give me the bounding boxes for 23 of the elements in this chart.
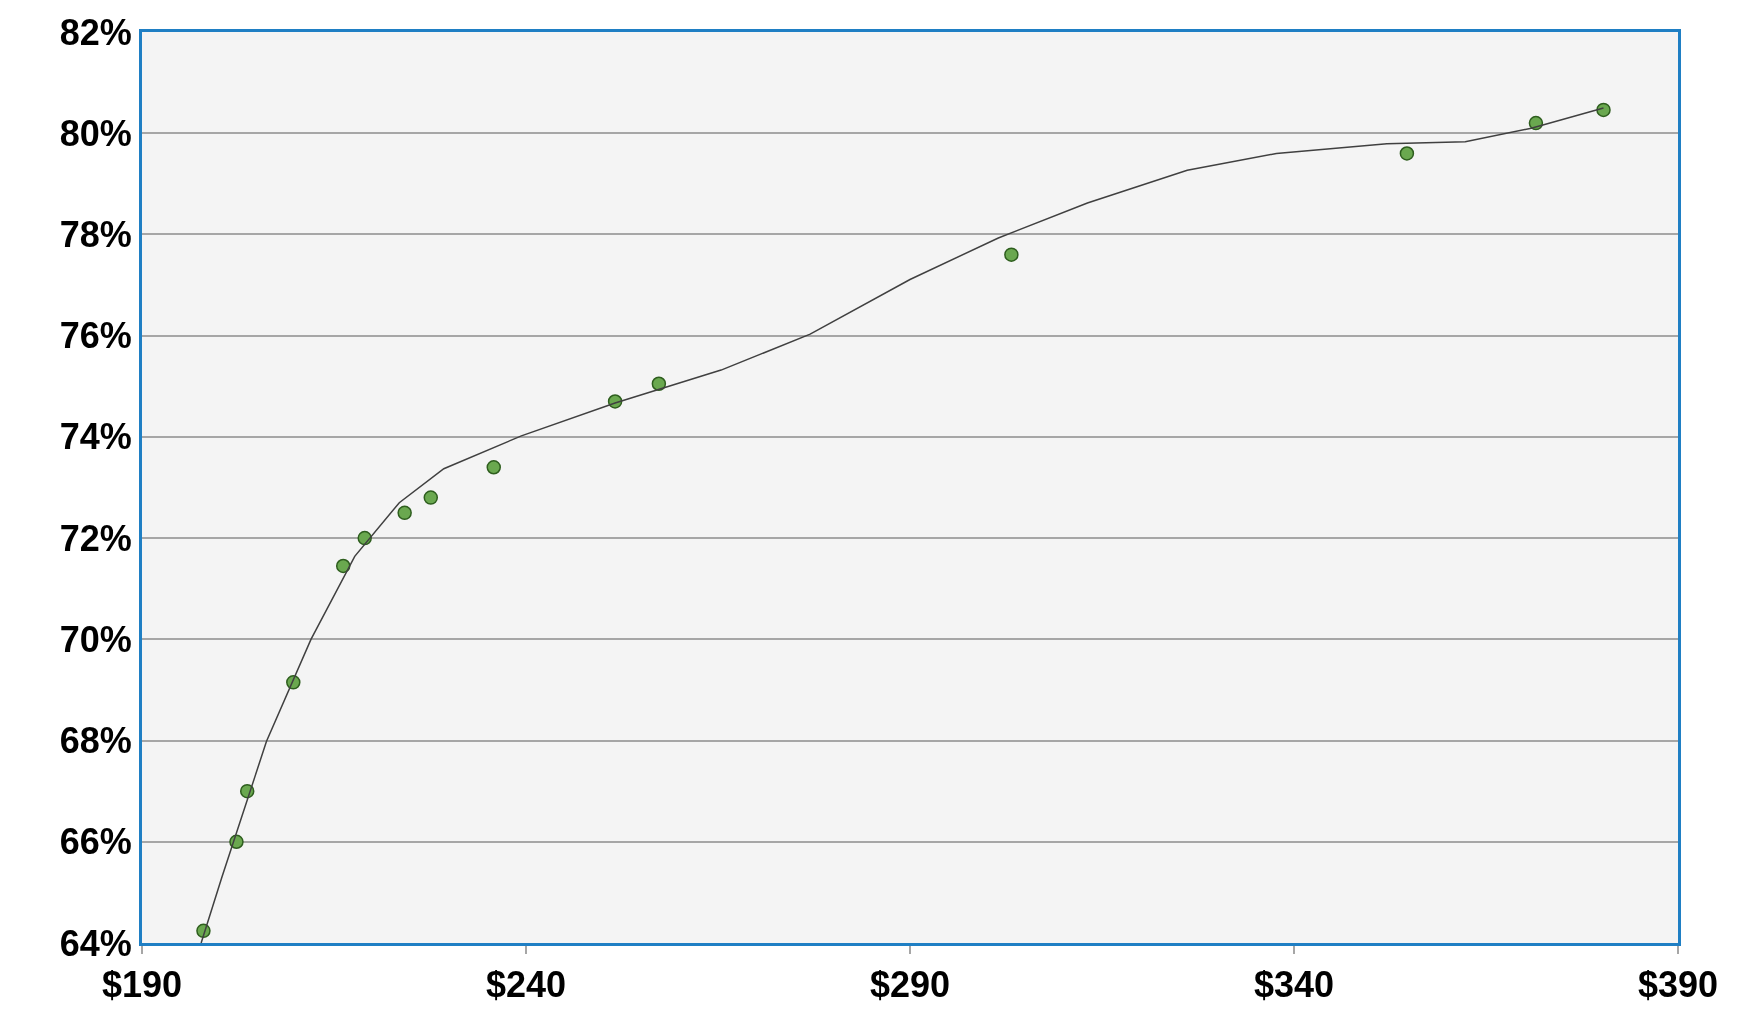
point — [335, 558, 351, 574]
x-tick-label: $290 — [869, 964, 951, 1006]
x-tick-label: $390 — [1637, 964, 1719, 1006]
point — [651, 376, 667, 391]
y-tick-label: 74% — [59, 416, 132, 458]
point — [423, 490, 439, 505]
y-tick-label: 76% — [59, 315, 132, 357]
y-tick-label: 80% — [59, 112, 132, 154]
y-tick-label: 82% — [59, 11, 132, 53]
point — [1399, 146, 1415, 161]
x-tick-label: $190 — [101, 964, 183, 1006]
y-tick-label: 68% — [59, 720, 132, 762]
point — [397, 505, 412, 521]
x-tick-label: $340 — [1253, 964, 1335, 1006]
y-tick-label: 70% — [59, 618, 132, 660]
y-tick-label: 64% — [59, 922, 132, 964]
y-tick-label: 66% — [59, 821, 132, 863]
x-tick-label: $240 — [485, 964, 567, 1006]
y-tick-label: 72% — [59, 517, 132, 559]
y-tick-label: 78% — [59, 214, 132, 256]
point — [1004, 247, 1019, 262]
point — [486, 460, 501, 475]
point — [1596, 102, 1611, 118]
